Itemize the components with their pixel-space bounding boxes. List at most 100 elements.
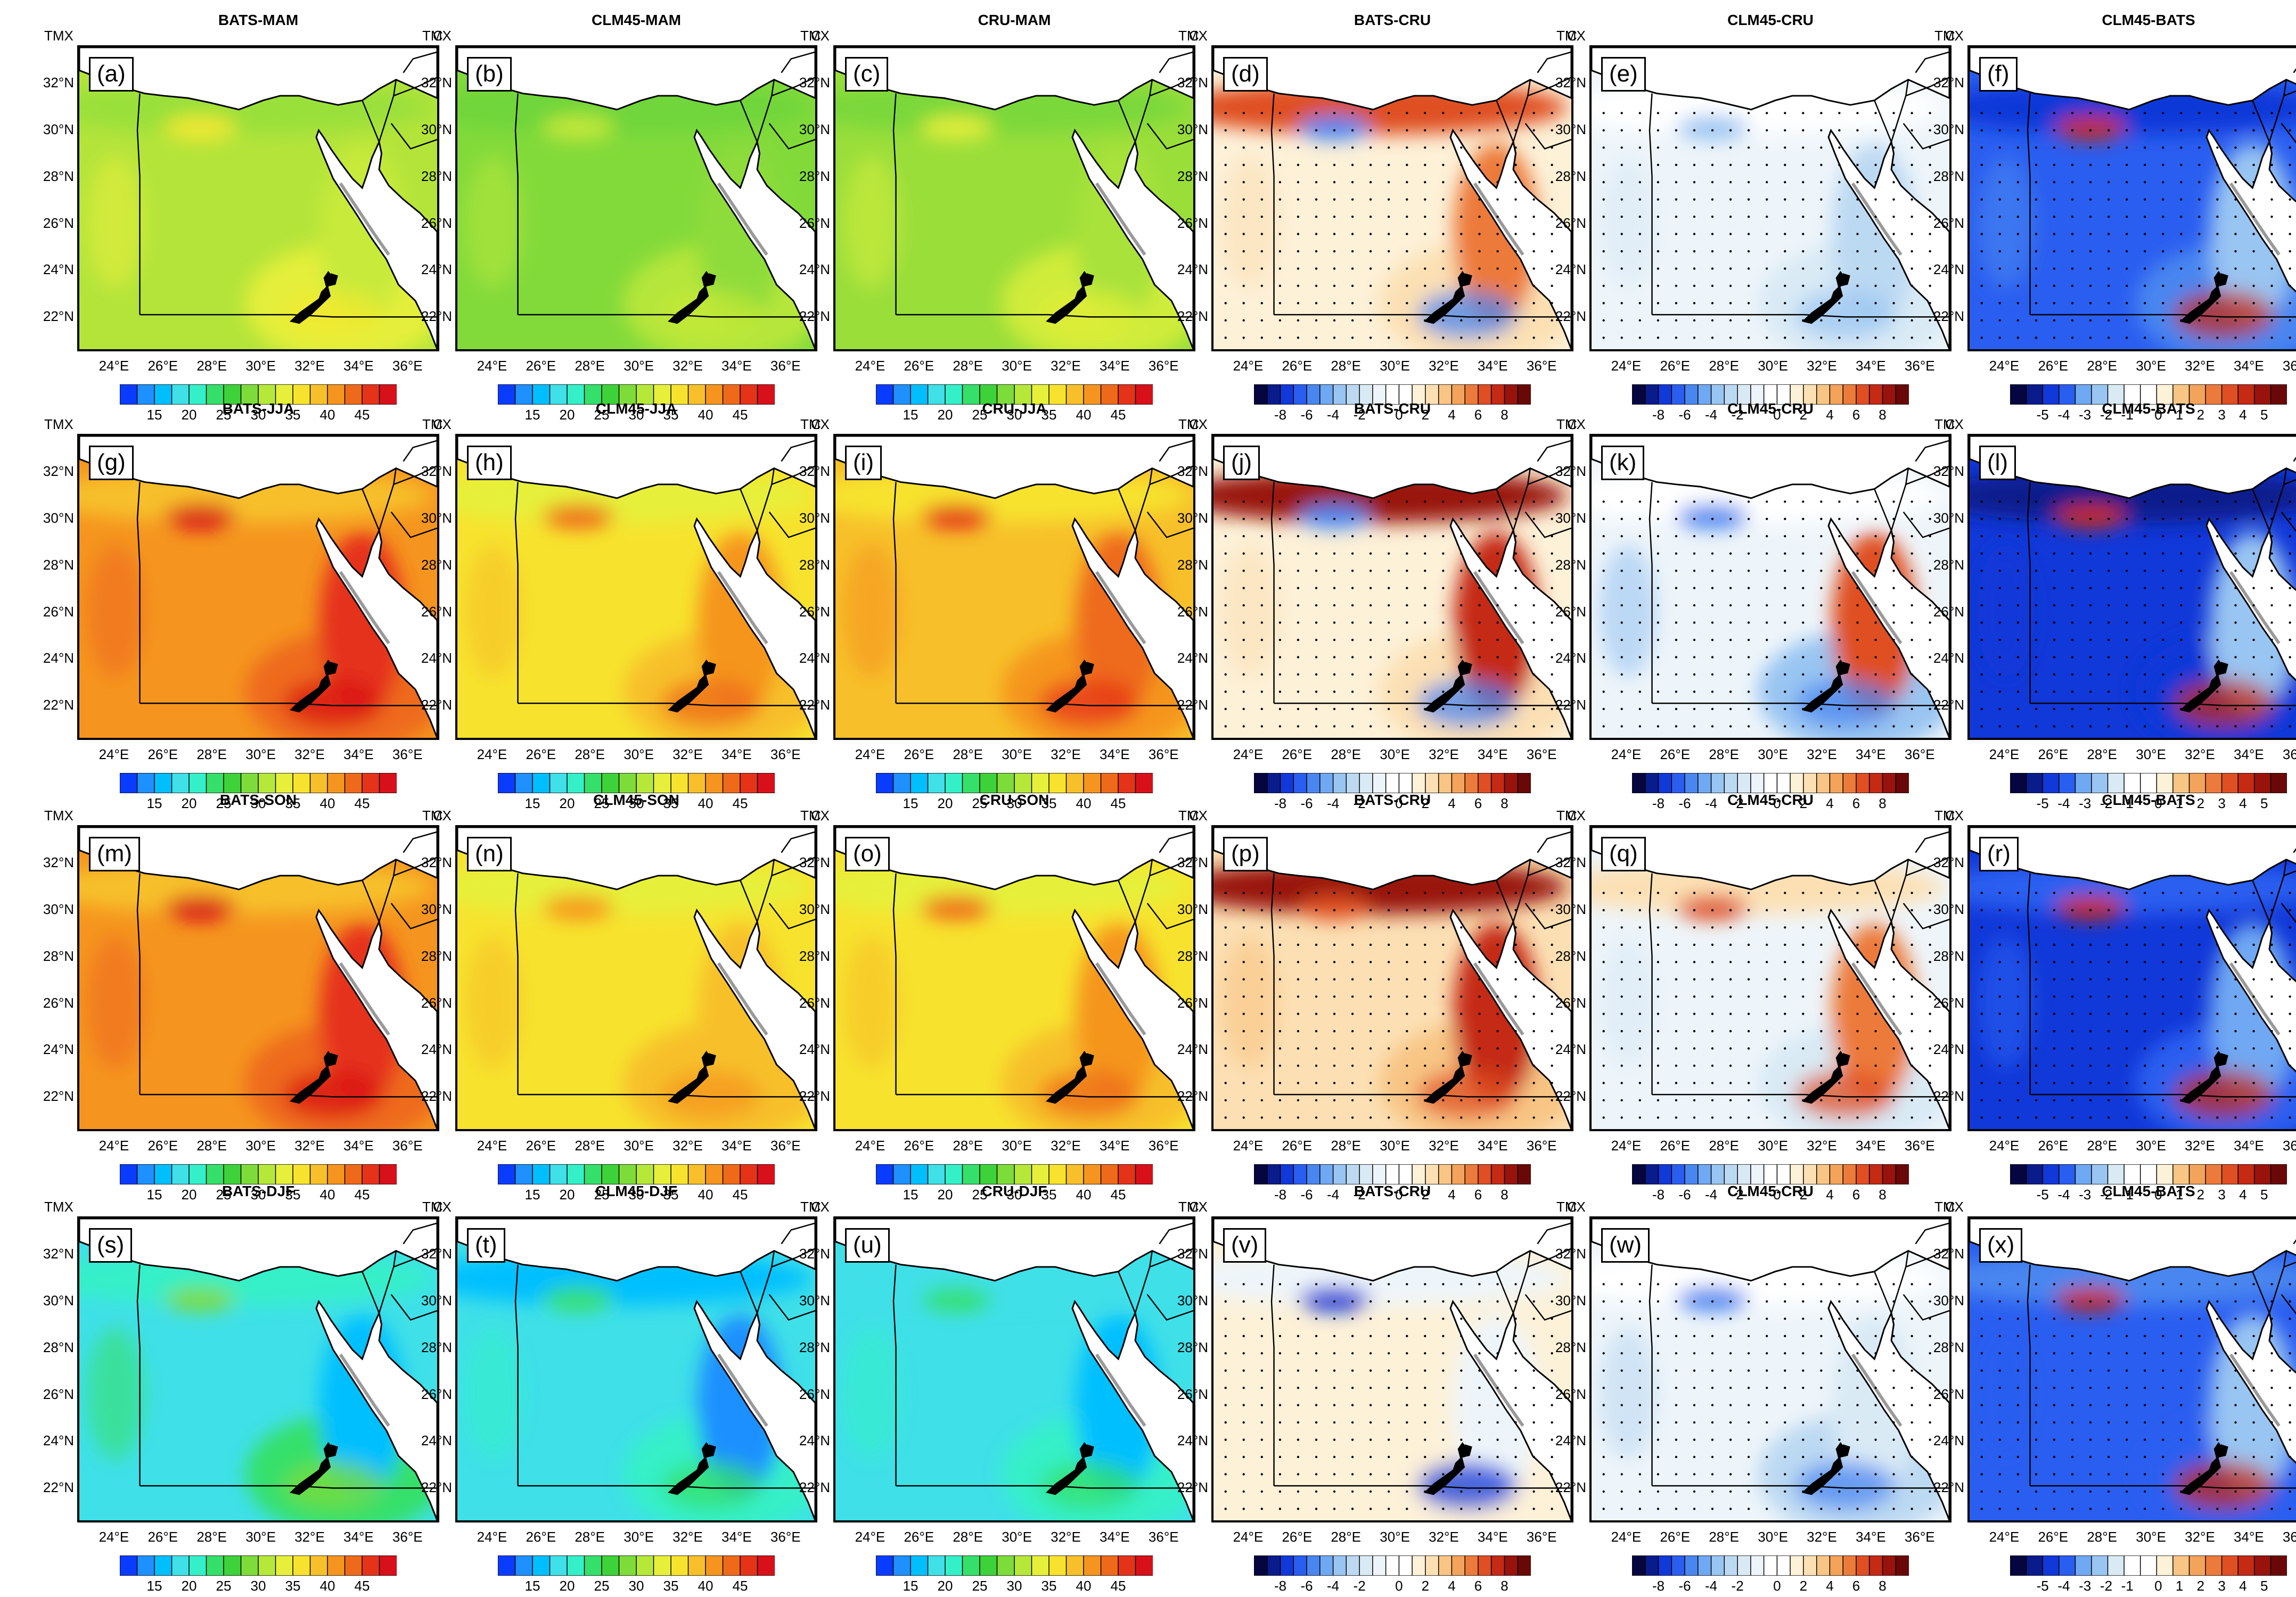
colorbar-tick-label: -2: [1353, 1187, 1366, 1203]
longitude-tick-label: 34°E: [2234, 746, 2264, 762]
latitude-tick-label: 32°N: [799, 854, 830, 871]
colorbar-tick-label: 30: [250, 1578, 266, 1594]
colorbar-tick-label: 25: [216, 795, 232, 811]
colorbar-swatch: [601, 773, 620, 793]
variable-label: TMX: [1178, 28, 1208, 44]
colorbar-tick-label: 15: [903, 795, 919, 811]
colorbar-tick-label: 35: [1041, 1578, 1057, 1594]
longitude-tick-label: 36°E: [1526, 358, 1557, 374]
latitude-tick-label: 22°N: [1933, 308, 1964, 325]
colorbar-tick-label: 40: [1076, 407, 1092, 423]
colorbar-swatch: [154, 1164, 173, 1184]
colorbar-diff8: -8 -6 -4 -2 0 2 4 6 8: [1254, 384, 1531, 426]
colorbar-swatch: [962, 773, 981, 793]
variable-label: TMX: [1934, 28, 1964, 44]
colorbar-swatch: [2139, 384, 2158, 405]
colorbar-tick-label: 25: [216, 407, 232, 423]
colorbar-swatch: [1118, 1555, 1136, 1576]
colorbar-swatch: [1319, 1555, 1334, 1576]
colorbar-swatch: [1504, 773, 1519, 793]
longitude-tick-label: 34°E: [2234, 358, 2264, 374]
colorbar-swatch: [910, 773, 929, 793]
latitude-tick-label: 22°N: [421, 308, 452, 325]
longitude-tick-label: 24°E: [1989, 746, 2020, 762]
longitude-tick-label: 28°E: [953, 746, 983, 762]
colorbar-swatch: [2270, 1555, 2287, 1576]
latitude-tick-label: 22°N: [43, 1479, 74, 1496]
colorbar-swatch: [1359, 1555, 1374, 1576]
colorbar-tick-label: 5: [2260, 1187, 2268, 1203]
colorbar-swatch: [2107, 384, 2125, 405]
latitude-tick-label: 28°N: [799, 1339, 830, 1355]
colorbar-swatch: [1267, 1555, 1281, 1576]
longitude-tick-label: 24°E: [855, 358, 885, 374]
colorbar-swatch: [2205, 384, 2223, 405]
map-frame: (t): [455, 1216, 817, 1522]
latitude-tick-label: 24°N: [1933, 1041, 1964, 1058]
variable-label: TMX: [1178, 1199, 1208, 1215]
colorbar-temp: 15 20 25 30 35 40 45: [876, 1555, 1153, 1597]
colorbar-swatch: [584, 1555, 603, 1576]
colorbar-swatch: [722, 773, 741, 793]
variable-label: TMX: [44, 28, 73, 44]
longitude-tick-label: 34°E: [343, 1529, 374, 1545]
map-panel: CRU-DJF TMX C (u) 32°N 30°N 28°N 26°N 24°N 22°N 24…: [791, 1171, 1199, 1594]
panel-letter: (j): [1223, 446, 1260, 480]
latitude-tick-label: 26°N: [1555, 1386, 1586, 1402]
longitude-tick-label: 36°E: [2282, 358, 2296, 374]
map-frame: (u): [833, 1216, 1195, 1522]
colorbar-tick-label: 35: [285, 407, 301, 423]
colorbar-swatch: [2123, 1555, 2141, 1576]
longitude-tick-label: 24°E: [477, 1138, 507, 1154]
map-panel: CLM45-CRU TMX C (e) 32°N 30°N 28°N 26°N 24°N 22°N…: [1547, 0, 1955, 423]
colorbar-tick-label: 0: [1395, 407, 1403, 423]
latitude-tick-label: 24°N: [1555, 650, 1586, 666]
colorbar-swatch: [1100, 1555, 1119, 1576]
map-field: [835, 1219, 1193, 1520]
latitude-tick-label: 32°N: [43, 854, 74, 871]
colorbar-swatch: [996, 1164, 1015, 1184]
units-label: C: [811, 416, 821, 432]
colorbar-tick-label: 4: [1826, 407, 1834, 423]
colorbar-tick-label: 30: [250, 795, 266, 811]
units-label: C: [1567, 808, 1577, 824]
longitude-tick-label: 34°E: [1856, 1138, 1886, 1154]
longitude-tick-label: 34°E: [1478, 1138, 1508, 1154]
longitude-tick-label: 26°E: [526, 1138, 556, 1154]
latitude-tick-label: 32°N: [421, 854, 452, 871]
colorbar-swatch: [567, 1555, 585, 1576]
colorbar-swatch: [1517, 1555, 1531, 1576]
colorbar-swatch: [1083, 1555, 1102, 1576]
latitude-tick-label: 32°N: [421, 463, 452, 480]
colorbar-swatch: [1895, 384, 1909, 405]
latitude-tick-label: 28°N: [1555, 948, 1586, 964]
colorbar-swatch: [1014, 1555, 1032, 1576]
latitude-tick-label: 28°N: [421, 1339, 452, 1355]
latitude-tick-label: 26°N: [421, 1386, 452, 1402]
colorbar-tick-label: 20: [937, 1187, 953, 1203]
longitude-tick-label: 36°E: [1148, 1529, 1179, 1545]
colorbar-tick-label: 40: [319, 1187, 335, 1203]
colorbar-swatch: [292, 1164, 311, 1184]
colorbar-tick-label: 4: [1448, 407, 1456, 423]
latitude-tick-label: 28°N: [799, 168, 830, 184]
latitude-tick-label: 22°N: [1933, 1479, 1964, 1496]
colorbar-tick-label: 2: [1799, 407, 1808, 423]
colorbar-tick-label: 30: [628, 1578, 644, 1594]
colorbar-swatch: [379, 384, 397, 405]
colorbar-tick-label: 25: [594, 1578, 610, 1594]
colorbar-swatch: [1332, 1164, 1347, 1184]
latitude-tick-label: 28°N: [43, 1339, 74, 1355]
colorbar-tick-label: 5: [2260, 1578, 2268, 1594]
longitude-tick-label: 28°E: [196, 1138, 227, 1154]
colorbar-swatch: [1645, 1555, 1659, 1576]
units-label: C: [433, 808, 443, 824]
map-frame: (c): [833, 45, 1195, 351]
longitude-tick-label: 34°E: [721, 1529, 752, 1545]
latitude-tick-label: 24°N: [799, 650, 830, 666]
longitude-tick-label: 26°E: [1282, 1138, 1313, 1154]
map-panel: CLM45-SON TMX C (n) 32°N 30°N 28°N 26°N 24°N 22°N…: [413, 780, 821, 1203]
colorbar-swatch: [2139, 1164, 2158, 1184]
colorbar-tick-label: 4: [2239, 1187, 2247, 1203]
